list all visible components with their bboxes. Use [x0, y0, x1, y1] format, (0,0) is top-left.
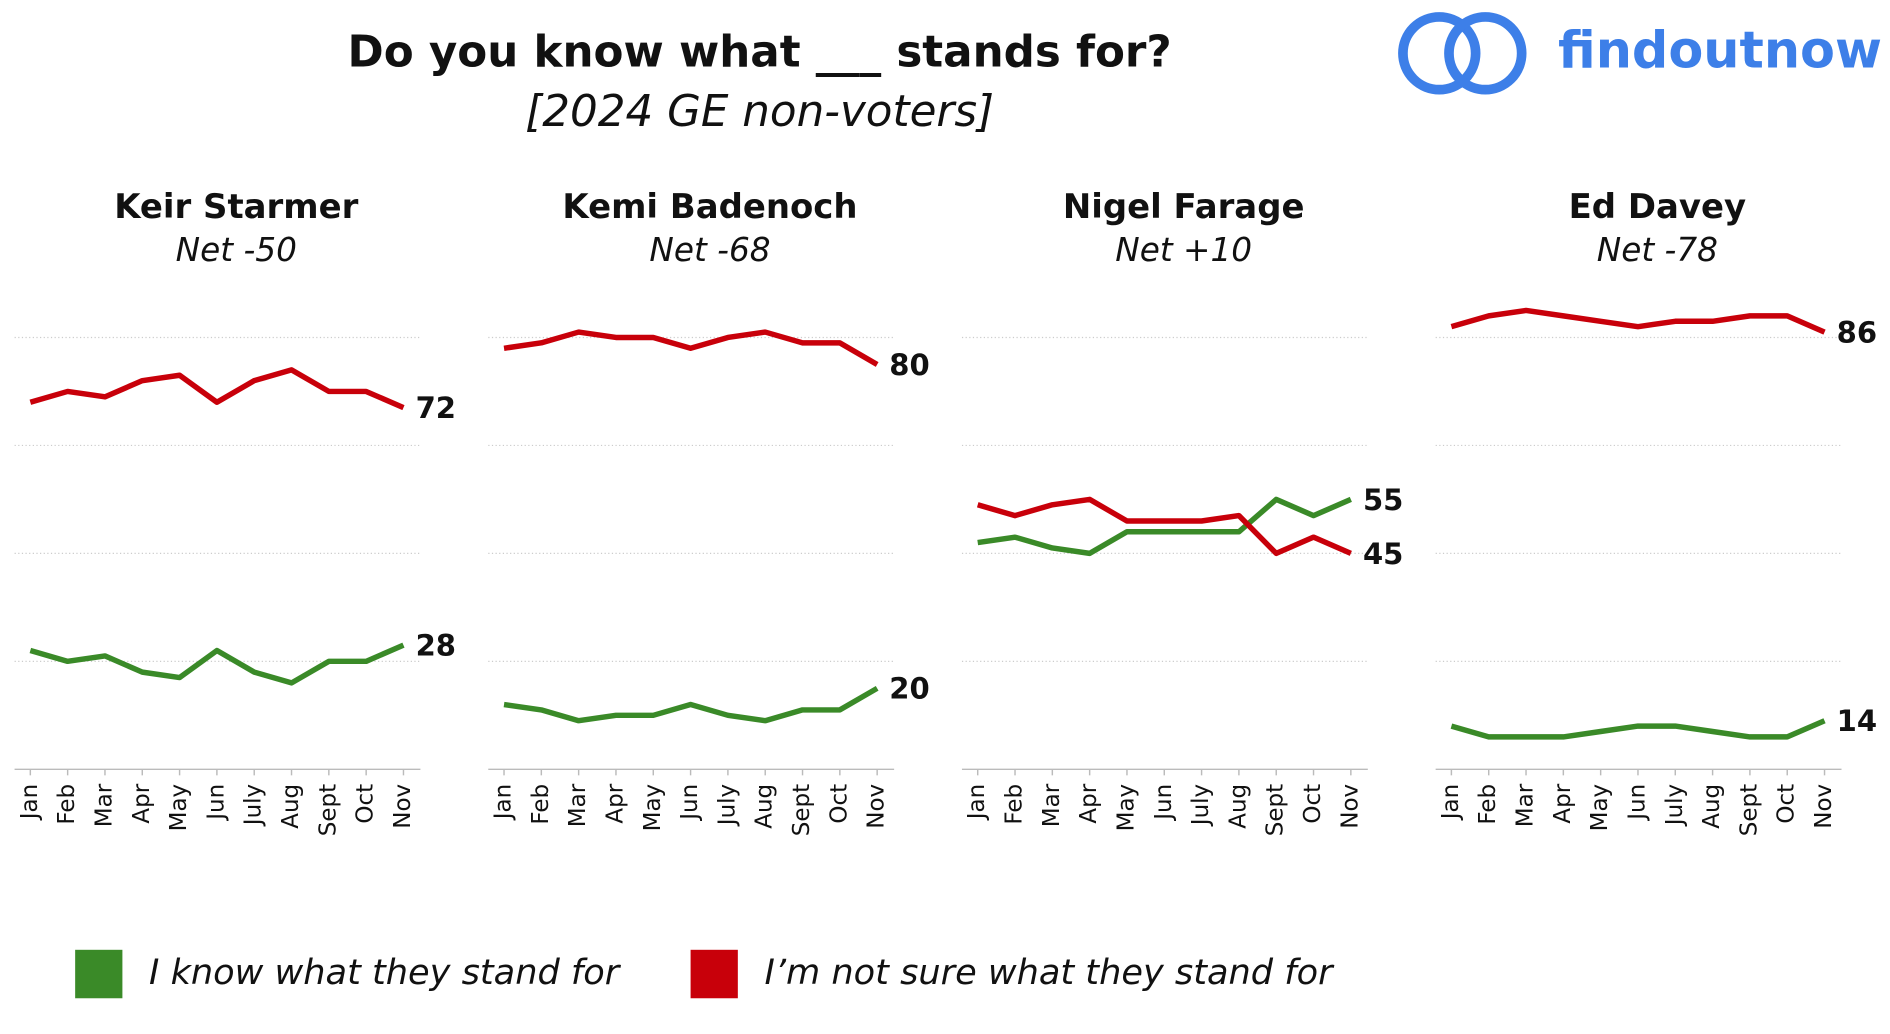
logo-text: findoutnow: [1558, 20, 1882, 79]
series-line: [29, 642, 405, 686]
x-tick-label: Jan: [17, 784, 43, 821]
x-tick-label: Jun: [677, 784, 703, 822]
series-line: [1450, 718, 1826, 740]
x-tick-label: Jun: [1624, 784, 1650, 822]
panel-title: Nigel Farage: [1063, 187, 1305, 226]
value-label: 55: [1363, 483, 1403, 517]
panel-subtitle: Net +10: [1115, 231, 1252, 269]
x-tick-label: Feb: [528, 784, 554, 825]
x-tick-label: Mar: [565, 783, 591, 827]
x-tick-label: Jun: [1151, 784, 1177, 822]
panel-title: Ed Davey: [1569, 187, 1746, 226]
x-tick-label: Sept: [1263, 784, 1289, 836]
x-tick-label: Sept: [1736, 784, 1762, 836]
panel-subtitle: Net -78: [1597, 231, 1718, 269]
x-tick-label: Nov: [1811, 784, 1837, 829]
x-tick-label: Oct: [1300, 784, 1326, 824]
x-tick-label: Jan: [964, 784, 990, 821]
panel-subtitle: Net -68: [649, 231, 770, 269]
legend-label: I know what they stand for: [149, 952, 622, 993]
x-tick-label: May: [1113, 784, 1139, 832]
x-tick-label: Sept: [315, 784, 341, 836]
x-tick-label: Feb: [1002, 784, 1028, 825]
x-tick-label: July: [714, 784, 740, 827]
series-line: [29, 367, 405, 411]
x-tick-label: May: [1587, 784, 1613, 832]
x-tick-label: Mar: [1039, 783, 1065, 827]
x-tick-label: Jan: [1438, 784, 1464, 821]
legend-label: I’m not sure what they stand for: [764, 952, 1335, 993]
x-tick-label: Jun: [203, 784, 229, 822]
x-tick-label: Feb: [54, 784, 80, 825]
panel-title: Kemi Badenoch: [562, 187, 857, 226]
x-tick-label: Apr: [129, 783, 155, 823]
chart-subtitle: [2024 GE non-voters]: [525, 87, 994, 137]
logo-icon: [1398, 12, 1527, 95]
x-tick-label: July: [1662, 784, 1688, 827]
series-line: [503, 329, 879, 367]
value-label: 45: [1363, 537, 1403, 571]
x-tick-label: Mar: [91, 783, 117, 827]
series-line: [976, 496, 1352, 557]
x-tick-label: Oct: [353, 784, 379, 824]
x-tick-label: Nov: [864, 784, 890, 829]
x-tick-label: Nov: [1337, 784, 1363, 829]
x-tick-label: Oct: [1774, 784, 1800, 824]
value-label: 20: [889, 672, 929, 706]
value-label: 80: [889, 348, 929, 382]
chart-title: Do you know what ___ stands for?: [348, 28, 1172, 78]
series-line: [503, 685, 879, 724]
x-tick-label: Nov: [390, 784, 416, 829]
series-line: [1450, 307, 1826, 335]
x-tick-label: Aug: [1225, 784, 1251, 829]
x-tick-label: May: [166, 784, 192, 832]
legend-swatch: [690, 949, 738, 999]
x-tick-label: Feb: [1475, 784, 1501, 825]
x-tick-label: Aug: [278, 784, 304, 829]
value-label: 14: [1837, 704, 1877, 738]
x-tick-label: May: [640, 784, 666, 832]
x-tick-label: Jan: [491, 784, 517, 821]
x-tick-label: Oct: [826, 784, 852, 824]
x-tick-label: July: [241, 784, 267, 827]
value-label: 28: [416, 629, 456, 663]
x-tick-label: Aug: [752, 784, 778, 829]
x-tick-label: Mar: [1513, 783, 1539, 827]
panel-title: Keir Starmer: [114, 187, 358, 226]
x-tick-label: Apr: [1076, 783, 1102, 823]
x-tick-label: Apr: [1550, 783, 1576, 823]
series-line: [977, 496, 1352, 557]
value-label: 86: [1837, 315, 1877, 349]
x-tick-label: July: [1188, 784, 1214, 827]
legend-swatch: [75, 949, 123, 999]
x-tick-label: Sept: [789, 784, 815, 836]
panel-subtitle: Net -50: [176, 231, 297, 269]
value-label: 72: [416, 391, 456, 425]
x-tick-label: Aug: [1699, 784, 1725, 829]
x-tick-label: Apr: [602, 783, 628, 823]
